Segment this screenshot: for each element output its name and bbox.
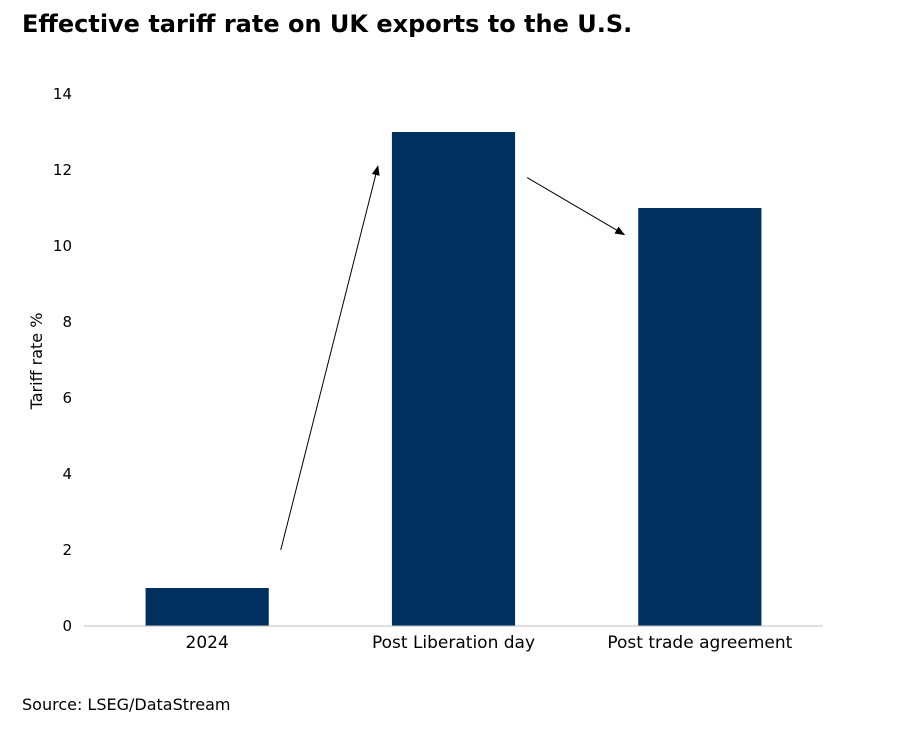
bar — [145, 588, 269, 626]
y-axis-ticks: 0 2 4 6 8 10 12 14 — [53, 85, 72, 635]
y-tick-label: 0 — [62, 617, 72, 635]
annotation-arrows — [280, 165, 626, 551]
bars — [145, 132, 762, 626]
y-tick-label: 12 — [53, 161, 72, 179]
bar — [638, 208, 762, 626]
annotation-arrow — [280, 165, 380, 551]
y-tick-label: 8 — [62, 313, 72, 331]
category-label: 2024 — [186, 633, 229, 653]
category-label: Post Liberation day — [372, 633, 535, 653]
category-label: Post trade agreement — [607, 633, 792, 653]
y-tick-label: 10 — [53, 237, 72, 255]
y-tick-label: 4 — [62, 465, 72, 483]
bar — [391, 132, 516, 626]
source-note: Source: LSEG/DataStream — [22, 695, 231, 714]
category-labels: 2024 Post Liberation day Post trade agreem… — [186, 633, 793, 653]
y-tick-label: 14 — [53, 85, 72, 103]
y-axis-title: Tariff rate % — [27, 313, 46, 411]
y-tick-label: 2 — [62, 541, 72, 559]
y-tick-label: 6 — [62, 389, 72, 407]
chart-title: Effective tariff rate on UK exports to t… — [22, 10, 633, 38]
annotation-arrow — [526, 177, 626, 236]
